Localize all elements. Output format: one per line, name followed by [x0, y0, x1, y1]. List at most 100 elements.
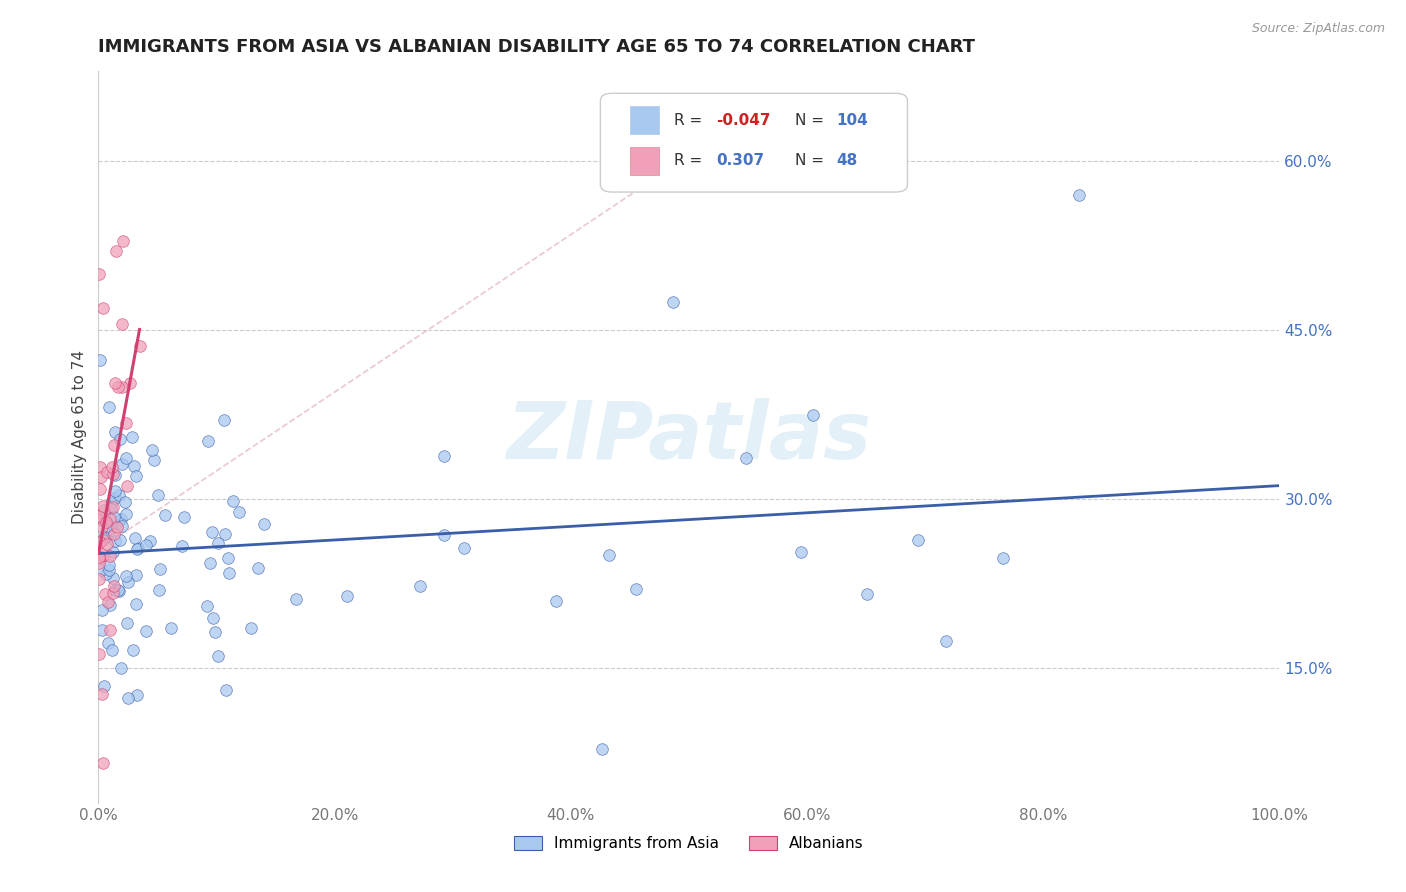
Point — [100, 502, 122, 516]
Point — [91, 301, 114, 315]
Point — [108, 432, 131, 446]
Point — [101, 467, 124, 482]
Point — [107, 583, 129, 598]
Point — [246, 560, 269, 574]
Point — [91, 603, 114, 617]
Point — [148, 582, 170, 597]
Point — [87, 556, 110, 570]
Point — [149, 561, 172, 575]
Point — [91, 548, 114, 562]
Point — [97, 400, 120, 414]
Point — [104, 534, 127, 549]
Text: N =: N = — [796, 113, 830, 128]
Point — [121, 643, 143, 657]
Point — [146, 488, 169, 502]
Point — [114, 450, 136, 465]
Point — [89, 534, 111, 549]
Point — [198, 556, 221, 570]
Point — [117, 691, 139, 706]
Point — [96, 519, 118, 533]
Point — [89, 511, 111, 525]
Text: 104: 104 — [837, 113, 869, 128]
Point — [90, 687, 112, 701]
Y-axis label: Disability Age 65 to 74: Disability Age 65 to 74 — [72, 350, 87, 524]
Point — [624, 582, 647, 596]
Text: IMMIGRANTS FROM ASIA VS ALBANIAN DISABILITY AGE 65 TO 74 CORRELATION CHART: IMMIGRANTS FROM ASIA VS ALBANIAN DISABIL… — [98, 38, 976, 56]
Point — [121, 430, 143, 444]
Point — [104, 491, 127, 505]
Point — [114, 494, 136, 508]
Point — [217, 551, 239, 566]
Point — [93, 756, 115, 771]
Point — [336, 589, 359, 603]
Point — [125, 688, 148, 702]
Point — [98, 623, 121, 637]
Point — [100, 496, 122, 510]
Point — [104, 483, 127, 498]
Point — [991, 551, 1014, 566]
Point — [90, 511, 112, 525]
Point — [935, 634, 957, 648]
Point — [107, 488, 129, 502]
Point — [125, 597, 148, 611]
Point — [108, 533, 131, 547]
Point — [87, 536, 110, 550]
Point — [253, 517, 276, 532]
FancyBboxPatch shape — [630, 106, 659, 135]
Point — [110, 660, 132, 674]
Point — [789, 545, 811, 559]
Point — [103, 519, 125, 533]
Point — [93, 503, 115, 517]
Point — [89, 352, 111, 367]
Point — [111, 234, 134, 248]
Point — [89, 647, 111, 661]
Point — [93, 679, 115, 693]
Text: 48: 48 — [837, 153, 858, 169]
Point — [101, 500, 124, 514]
Point — [93, 530, 115, 544]
Point — [90, 563, 112, 577]
Text: -0.047: -0.047 — [716, 113, 770, 128]
Text: ZIPatlas: ZIPatlas — [506, 398, 872, 476]
Point — [124, 531, 146, 545]
Point — [218, 566, 240, 580]
Text: Source: ZipAtlas.com: Source: ZipAtlas.com — [1251, 22, 1385, 36]
Point — [228, 505, 250, 519]
Point — [105, 244, 128, 259]
Point — [125, 469, 148, 483]
Point — [122, 459, 145, 474]
Point — [98, 598, 121, 612]
Point — [240, 621, 263, 635]
Point — [111, 380, 134, 394]
Text: R =: R = — [673, 153, 707, 169]
Text: N =: N = — [796, 153, 830, 169]
FancyBboxPatch shape — [630, 147, 659, 175]
Point — [115, 569, 138, 583]
Point — [111, 518, 134, 533]
Point — [139, 534, 162, 549]
Point — [153, 508, 176, 522]
Point — [115, 479, 138, 493]
FancyBboxPatch shape — [600, 94, 907, 192]
Point — [87, 550, 110, 565]
Point — [98, 549, 121, 564]
Point — [101, 571, 124, 585]
Point — [91, 500, 114, 514]
Point — [1067, 188, 1090, 202]
Point — [734, 451, 756, 466]
Point — [195, 599, 218, 614]
Point — [204, 624, 226, 639]
Point — [111, 457, 134, 471]
Point — [103, 438, 125, 452]
Point — [135, 538, 157, 552]
Point — [104, 425, 127, 440]
Point — [207, 648, 229, 663]
Point — [801, 408, 824, 422]
Point — [214, 682, 236, 697]
Point — [207, 535, 229, 549]
Point — [105, 520, 128, 534]
Point — [103, 579, 125, 593]
Point — [96, 466, 118, 480]
Point — [90, 550, 112, 565]
Point — [173, 510, 195, 524]
